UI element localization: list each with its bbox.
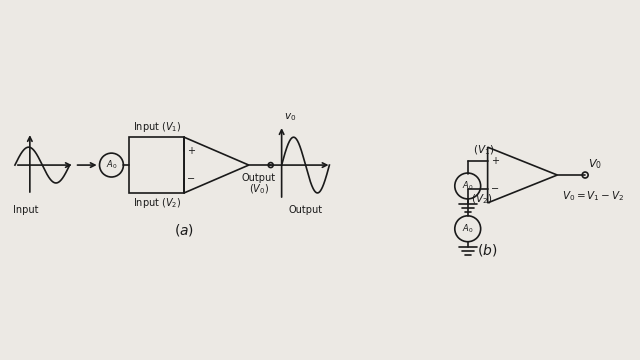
Text: Output: Output xyxy=(289,205,323,215)
Text: $\mathbf{\mathit{(b)}}$: $\mathbf{\mathit{(b)}}$ xyxy=(477,242,498,258)
Text: $(V_1)$: $(V_1)$ xyxy=(473,144,494,157)
Text: $v_0$: $v_0$ xyxy=(284,112,296,123)
Bar xyxy=(129,137,184,193)
Text: $(V_2)$: $(V_2)$ xyxy=(470,192,492,206)
Text: $V_0$: $V_0$ xyxy=(588,157,602,171)
Text: $A_0$: $A_0$ xyxy=(462,222,474,235)
Text: +: + xyxy=(187,146,195,156)
Text: $(V_0)$: $(V_0)$ xyxy=(249,182,269,195)
Text: $V_0 = V_1 - V_2$: $V_0 = V_1 - V_2$ xyxy=(563,189,625,203)
Text: Input: Input xyxy=(13,205,38,215)
Text: −: − xyxy=(187,174,195,184)
Text: $\mathbf{\mathit{(a)}}$: $\mathbf{\mathit{(a)}}$ xyxy=(174,222,194,238)
Text: $A_0$: $A_0$ xyxy=(106,159,117,171)
Text: +: + xyxy=(491,156,499,166)
Text: Input $(V_2)$: Input $(V_2)$ xyxy=(132,196,181,210)
Text: $A_0$: $A_0$ xyxy=(462,180,474,192)
Text: Input $(V_1)$: Input $(V_1)$ xyxy=(132,120,181,134)
Text: −: − xyxy=(490,184,499,194)
Text: Output: Output xyxy=(242,173,276,183)
